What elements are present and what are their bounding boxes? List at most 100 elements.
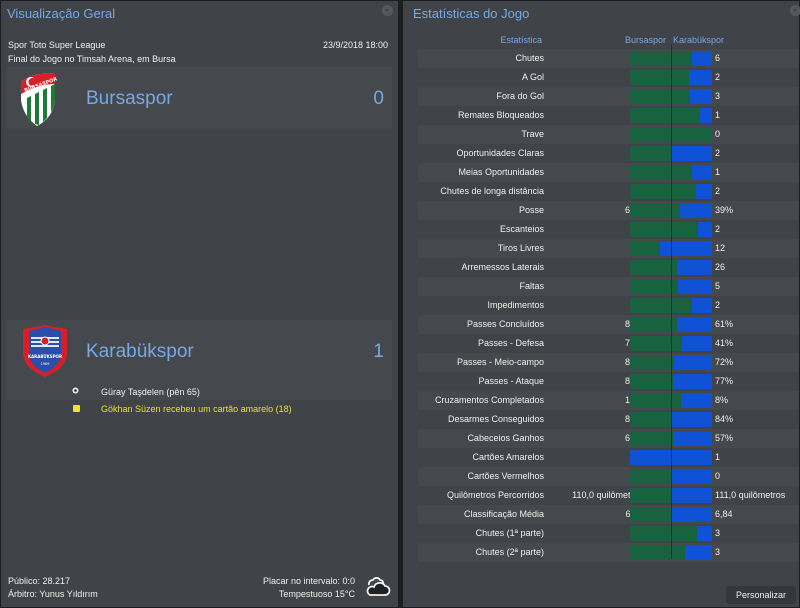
stat-bar-home	[630, 279, 678, 294]
stat-label: Passes Concluídos	[466, 319, 544, 329]
stat-bar-home	[630, 469, 671, 484]
stat-row: Chutes (1ª parte)133	[418, 524, 799, 543]
stat-label: Quilômetros Percorridos	[446, 490, 544, 500]
stat-label: A Gol	[521, 72, 544, 82]
svg-text:KARABÜKSPOR: KARABÜKSPOR	[28, 354, 62, 359]
stat-label: Oportunidades Claras	[456, 148, 544, 158]
stat-comparison-bar	[630, 222, 712, 237]
away-team-name: Karabükspor	[86, 341, 194, 362]
event-goal-text: Güray Taşdelen (pên 65)	[101, 387, 200, 397]
stat-row: Arremessos Laterais3526	[418, 258, 799, 277]
stat-away-value: 41%	[715, 338, 734, 348]
stat-row: Chutes196	[418, 49, 799, 68]
stat-row: Passes Concluídos81%61%	[418, 315, 799, 334]
stat-row: Remates Bloqueados61	[418, 106, 799, 125]
stat-label: Desarmes Conseguidos	[447, 414, 544, 424]
away-team-box: KARABÜKSPOR 1969 Karabükspor 1	[7, 320, 392, 400]
home-team-box: BURSASPOR Bursaspor 0	[7, 67, 392, 129]
stats-panel-title: Estatísticas do Jogo	[413, 6, 530, 21]
stat-bar-home	[630, 431, 674, 446]
stat-bar-home	[630, 298, 692, 313]
column-header-home: Bursaspor	[625, 35, 667, 45]
stat-away-value: 0	[715, 129, 721, 139]
stat-away-value: 3	[715, 528, 721, 538]
stat-bar-home	[630, 165, 692, 180]
stat-bar-home	[630, 488, 671, 503]
stat-label: Passes - Defesa	[477, 338, 544, 348]
stat-row: Meias Oportunidades31	[418, 163, 799, 182]
stat-away-value: 2	[715, 224, 721, 234]
stats-panel: Estatísticas do Jogo Estatística Bursasp…	[403, 1, 800, 607]
stat-row: Quilômetros Percorridos 110,0 quilômetros…	[418, 486, 799, 505]
stat-bar-home	[630, 222, 699, 237]
stat-row: Cruzamentos Completados13%8%	[418, 391, 799, 410]
stat-label: Trave	[521, 129, 544, 139]
stat-bar-home	[630, 355, 674, 370]
stat-away-value: 2	[715, 148, 721, 158]
stat-label: Chutes (2ª parte)	[475, 547, 544, 557]
stat-label: Meias Oportunidades	[458, 167, 544, 177]
stat-bar-home	[630, 70, 689, 85]
panel-menu-chevron-icon[interactable]	[382, 5, 393, 16]
home-team-name: Bursaspor	[86, 88, 173, 109]
stat-label: Escanteios	[499, 224, 544, 234]
stat-label: Impedimentos	[487, 300, 544, 310]
stat-bar-home	[630, 393, 681, 408]
stat-row: Escanteios102	[418, 220, 799, 239]
stat-row: Passes - Defesa72%41%	[418, 334, 799, 353]
stat-row: Passes - Meio-campo82%72%	[418, 353, 799, 372]
stat-bar-home	[630, 184, 696, 199]
stat-bar-home	[630, 507, 671, 522]
stat-comparison-bar	[630, 165, 712, 180]
stat-row: Cartões Vermelhos00	[418, 467, 799, 486]
stat-row: Faltas75	[418, 277, 799, 296]
stat-away-value: 3	[715, 547, 721, 557]
halftime-score-text: Placar no intervalo: 0:0	[262, 576, 355, 586]
stat-row: Passes - Ataque83%77%	[418, 372, 799, 391]
stat-away-value: 5	[715, 281, 721, 291]
stat-label: Chutes	[515, 53, 544, 63]
stat-away-value: 1	[715, 452, 721, 462]
stat-row: Trave10	[418, 125, 799, 144]
stat-row: Posse61%39%	[418, 201, 799, 220]
stat-away-value: 6,84	[715, 509, 733, 519]
bar-center-line	[671, 44, 672, 559]
stat-away-value: 61%	[715, 319, 734, 329]
stat-row: Chutes (2ª parte)63	[418, 543, 799, 562]
panel-menu-chevron-icon[interactable]	[790, 5, 800, 16]
stat-bar-home	[630, 374, 673, 389]
stat-bar-home	[630, 545, 685, 560]
stat-label: Arremessos Laterais	[461, 262, 544, 272]
karabukspor-crest-icon: KARABÜKSPOR 1969	[23, 325, 67, 377]
stat-away-value: 57%	[715, 433, 734, 443]
stat-row: Cabeceios Ganhos64%57%	[418, 429, 799, 448]
ball-icon	[72, 387, 79, 394]
stat-bar-home	[630, 412, 671, 427]
stat-away-value: 1	[715, 110, 721, 120]
event-card-text: Gökhan Süzen recebeu um cartão amarelo (…	[101, 404, 292, 414]
column-header-stat: Estatística	[500, 35, 542, 45]
stat-away-value: 1	[715, 167, 721, 177]
stat-away-value: 8%	[715, 395, 729, 405]
stat-label: Remates Bloqueados	[457, 110, 544, 120]
home-team-score: 0	[373, 88, 384, 109]
stat-away-value: 2	[715, 300, 721, 310]
stat-row: Impedimentos62	[418, 296, 799, 315]
stat-bar-home	[630, 146, 671, 161]
stat-label: Cruzamentos Completados	[434, 395, 544, 405]
venue-line: Final do Jogo no Timsah Arena, em Bursa	[8, 54, 176, 64]
stat-bar-home	[630, 317, 677, 332]
stat-away-value: 84%	[715, 414, 734, 424]
stat-row: Tiros Livres712	[418, 239, 799, 258]
stat-label: Posse	[518, 205, 544, 215]
stat-row: Fora do Gol83	[418, 87, 799, 106]
yellow-card-icon	[73, 405, 80, 412]
away-team-score: 1	[373, 341, 384, 362]
stat-label: Fora do Gol	[496, 91, 544, 101]
stat-label: Passes - Ataque	[478, 376, 544, 386]
stat-away-value: 0	[715, 471, 721, 481]
customize-button[interactable]: Personalizar	[726, 586, 796, 604]
stat-bar-home	[630, 336, 683, 351]
column-header-away: Karabükspor	[673, 35, 725, 45]
stat-row: A Gol52	[418, 68, 799, 87]
